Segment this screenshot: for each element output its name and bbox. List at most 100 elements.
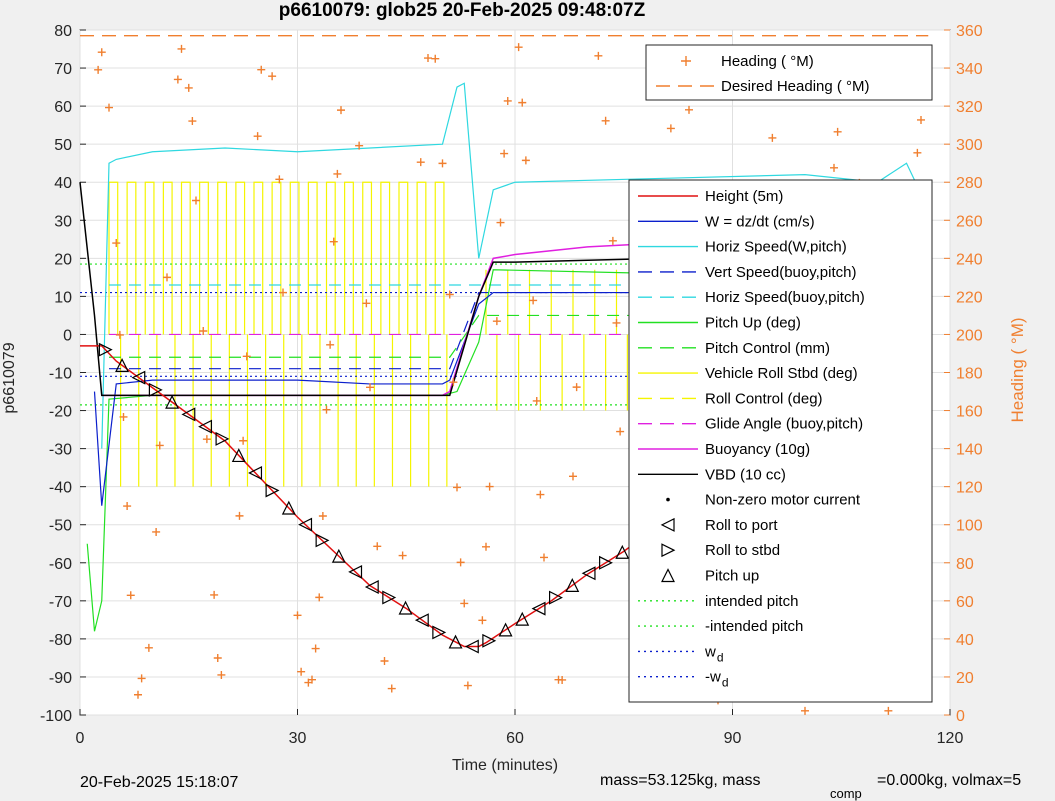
heading-marker <box>119 412 128 421</box>
y-tick-label: 60 <box>54 99 72 116</box>
marker-up <box>565 578 580 592</box>
heading-marker <box>485 482 494 491</box>
heading-marker <box>239 436 248 445</box>
heading-marker <box>482 542 490 551</box>
y-tick-label: 70 <box>54 61 72 78</box>
heading-marker <box>112 239 121 248</box>
y-axis-left: 80 70 60 50 40 30 20 10 0 -10 -20 -30 -40 -50 -60 -70 -8… <box>40 23 86 725</box>
heading-marker <box>188 117 197 126</box>
heading-marker <box>213 653 222 662</box>
marker-up <box>398 600 413 615</box>
y-right-tick-label: 60 <box>956 594 974 611</box>
marker-right <box>215 431 230 446</box>
y-right-tick-label: 300 <box>956 137 983 154</box>
heading-marker <box>601 116 610 125</box>
legend-main-sample <box>661 568 675 583</box>
y-tick-label: -100 <box>40 708 72 725</box>
heading-marker <box>134 690 142 699</box>
heading-marker <box>199 327 208 336</box>
heading-marker <box>521 156 530 165</box>
y-right-tick-label: 200 <box>956 327 983 344</box>
legend-top-box <box>645 44 933 101</box>
legend-main-label: intended pitch <box>705 593 798 610</box>
heading-marker <box>173 75 182 84</box>
x-tick-label: 120 <box>937 730 964 747</box>
marker-up <box>281 500 296 515</box>
y-tick-label: -30 <box>49 442 72 459</box>
heading-marker <box>460 599 469 608</box>
heading-marker <box>608 236 617 245</box>
y-tick-label: -20 <box>49 404 72 421</box>
heading-marker <box>137 674 146 683</box>
y-right-tick-label: 160 <box>956 404 983 421</box>
heading-marker <box>833 127 842 136</box>
heading-marker <box>503 96 512 105</box>
footer-mass: mass=53.125kg, mass <box>600 772 761 789</box>
heading-marker <box>366 383 374 392</box>
footer-timestamp: 20-Feb-2025 15:18:07 <box>80 774 238 791</box>
y-tick-label: -90 <box>49 670 72 687</box>
marker-right <box>148 382 163 397</box>
legend-main-box <box>628 179 933 703</box>
legend-main-sample <box>666 497 670 502</box>
y-tick-label: -50 <box>49 518 72 535</box>
heading-marker <box>518 98 527 107</box>
y-tick-label: 80 <box>54 23 72 40</box>
legend-main-label: Pitch Control (mm) <box>705 340 830 357</box>
heading-marker <box>569 472 577 481</box>
heading-marker <box>616 427 625 436</box>
y-right-tick-label: 40 <box>956 632 974 649</box>
series-w <box>93 288 922 506</box>
heading-marker <box>177 44 186 53</box>
legend-main-sample <box>661 543 676 558</box>
footer-comp-rest: =0.000kg, volmax=5 <box>877 772 1021 789</box>
marker-right <box>315 533 330 548</box>
marker-up <box>165 394 180 409</box>
y-right-tick-label: 0 <box>956 708 965 725</box>
heading-marker <box>315 593 324 602</box>
heading-marker <box>387 684 396 693</box>
chart-title: p6610079: glob25 20-Feb-2025 09:48:07Z <box>279 0 646 21</box>
marker-right <box>548 590 563 605</box>
heading-marker <box>326 340 335 349</box>
heading-marker <box>492 317 501 326</box>
heading-marker <box>293 611 302 620</box>
y-axis-label: p6610079 <box>1 342 18 413</box>
y-right-tick-label: 100 <box>956 518 983 535</box>
legend-main-label: Pitch Up (deg) <box>705 315 801 332</box>
legend-main-label: Horiz Speed(buoy,pitch) <box>705 289 865 306</box>
heading-marker <box>917 115 925 124</box>
heading-marker <box>115 330 124 339</box>
heading-marker <box>155 441 164 450</box>
y-right-tick-label: 220 <box>956 289 983 306</box>
heading-marker <box>380 656 389 665</box>
heading-marker <box>496 218 505 227</box>
heading-marker <box>311 644 320 653</box>
heading-marker <box>456 558 465 567</box>
marker-up <box>231 448 246 463</box>
heading-marker <box>144 643 153 652</box>
y-tick-label: 10 <box>54 289 72 306</box>
legend-plus <box>681 56 691 66</box>
heading-marker <box>123 502 132 511</box>
heading-marker <box>768 133 777 142</box>
x-tick-label: 60 <box>506 730 524 747</box>
heading-marker <box>884 706 893 715</box>
marker-left <box>464 639 479 654</box>
heading-marker <box>529 296 538 305</box>
marker-left <box>298 517 313 532</box>
y-right-tick-label: 260 <box>956 213 983 230</box>
marker-left <box>531 601 546 616</box>
heading-marker <box>666 124 675 133</box>
series-horiz-speed-w-pitch <box>101 82 922 449</box>
marker-left <box>181 407 196 422</box>
heading-marker <box>463 681 472 690</box>
heading-marker <box>594 51 603 60</box>
heading-marker <box>572 383 581 392</box>
heading-marker <box>297 667 306 676</box>
heading-marker <box>337 106 345 115</box>
heading-marker <box>514 43 523 52</box>
footer-comp-subscript: comp <box>830 786 862 801</box>
marker-right <box>432 625 447 640</box>
marker-left <box>198 419 213 434</box>
